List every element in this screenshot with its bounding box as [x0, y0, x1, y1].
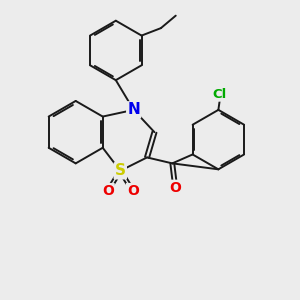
Text: S: S [115, 163, 126, 178]
Text: N: N [127, 102, 140, 117]
Text: O: O [127, 184, 139, 198]
Text: Cl: Cl [213, 88, 227, 100]
Text: O: O [169, 181, 181, 195]
Text: O: O [102, 184, 114, 198]
